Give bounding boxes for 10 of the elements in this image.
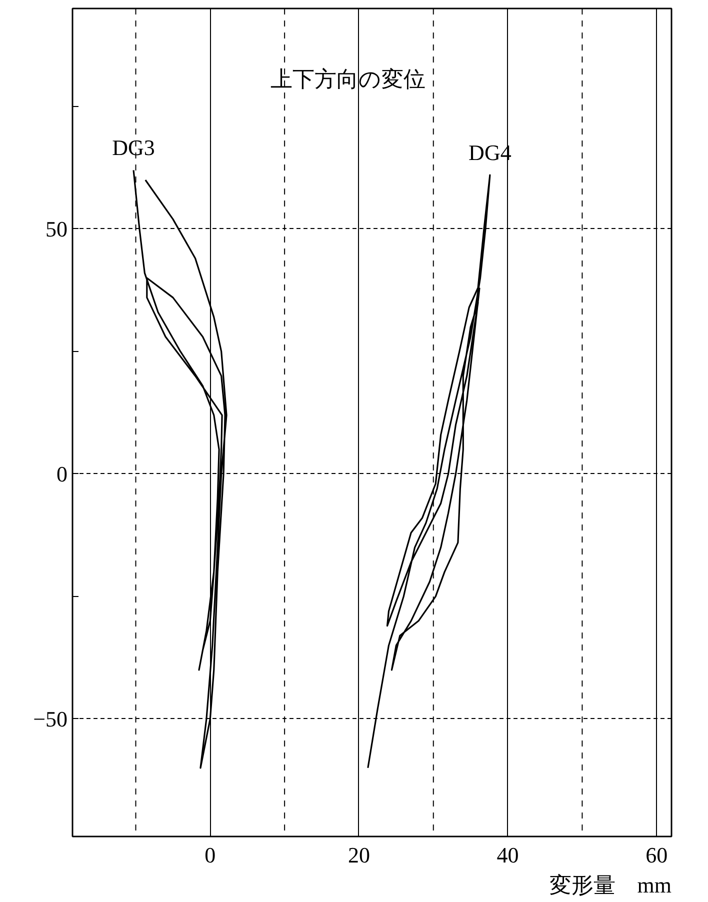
y-tick-label: 50	[46, 216, 68, 242]
x-tick-label: 20	[348, 842, 370, 868]
x-tick-label: 60	[646, 842, 668, 868]
y-tick-label: 0	[56, 461, 68, 486]
series-label: DG3	[112, 135, 155, 160]
x-tick-label: 40	[496, 842, 519, 868]
y-tick-label: −50	[33, 706, 68, 732]
x-tick-label: 0	[204, 842, 216, 868]
x-axis-title: 変形量 mm	[549, 872, 672, 898]
text: 上下方向の変位	[270, 66, 426, 92]
